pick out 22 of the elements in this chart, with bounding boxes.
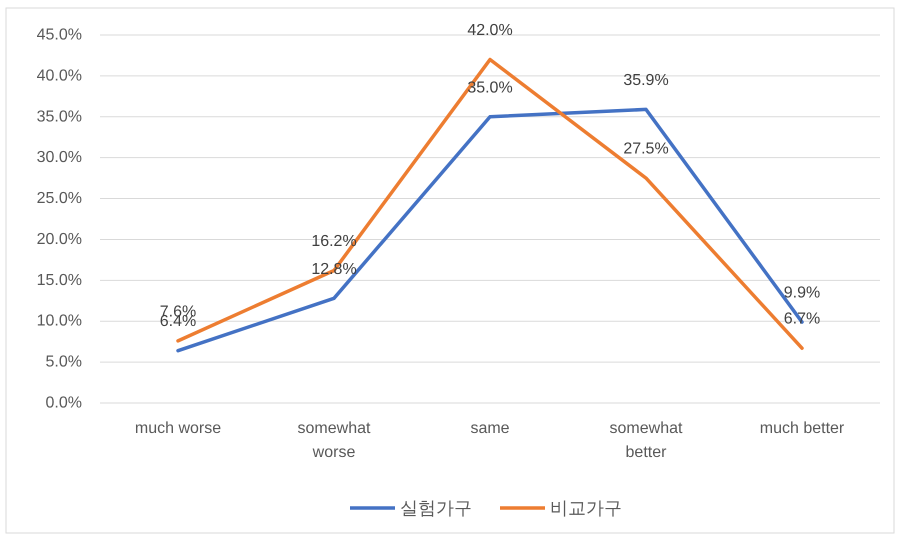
y-tick-label: 40.0% [36,67,82,84]
y-tick-label: 30.0% [36,149,82,166]
data-label: 42.0% [467,22,513,40]
data-label: 35.9% [623,72,669,89]
x-tick-label: same [470,420,510,437]
y-tick-label: 15.0% [36,272,82,289]
legend-label: 비교가구 [550,498,622,518]
data-label: 6.4% [160,313,196,330]
y-tick-label: 0.0% [46,394,82,412]
y-tick-label: 5.0% [46,354,82,371]
legend-label: 실험가구 [400,498,472,518]
x-tick-label: much worse [134,420,222,437]
x-tick-label: somewhat worse [298,420,372,461]
x-tick-label: much better [760,420,845,437]
x-tick-label: somewhat better [610,420,684,461]
data-label: 9.9% [784,284,820,302]
data-label: 27.5% [623,140,669,158]
y-tick-label: 10.0% [36,312,82,330]
y-tick-label: 20.0% [36,230,82,248]
y-tick-label: 25.0% [36,190,82,208]
y-tick-label: 35.0% [36,108,82,126]
y-tick-label: 45.0% [36,26,82,44]
